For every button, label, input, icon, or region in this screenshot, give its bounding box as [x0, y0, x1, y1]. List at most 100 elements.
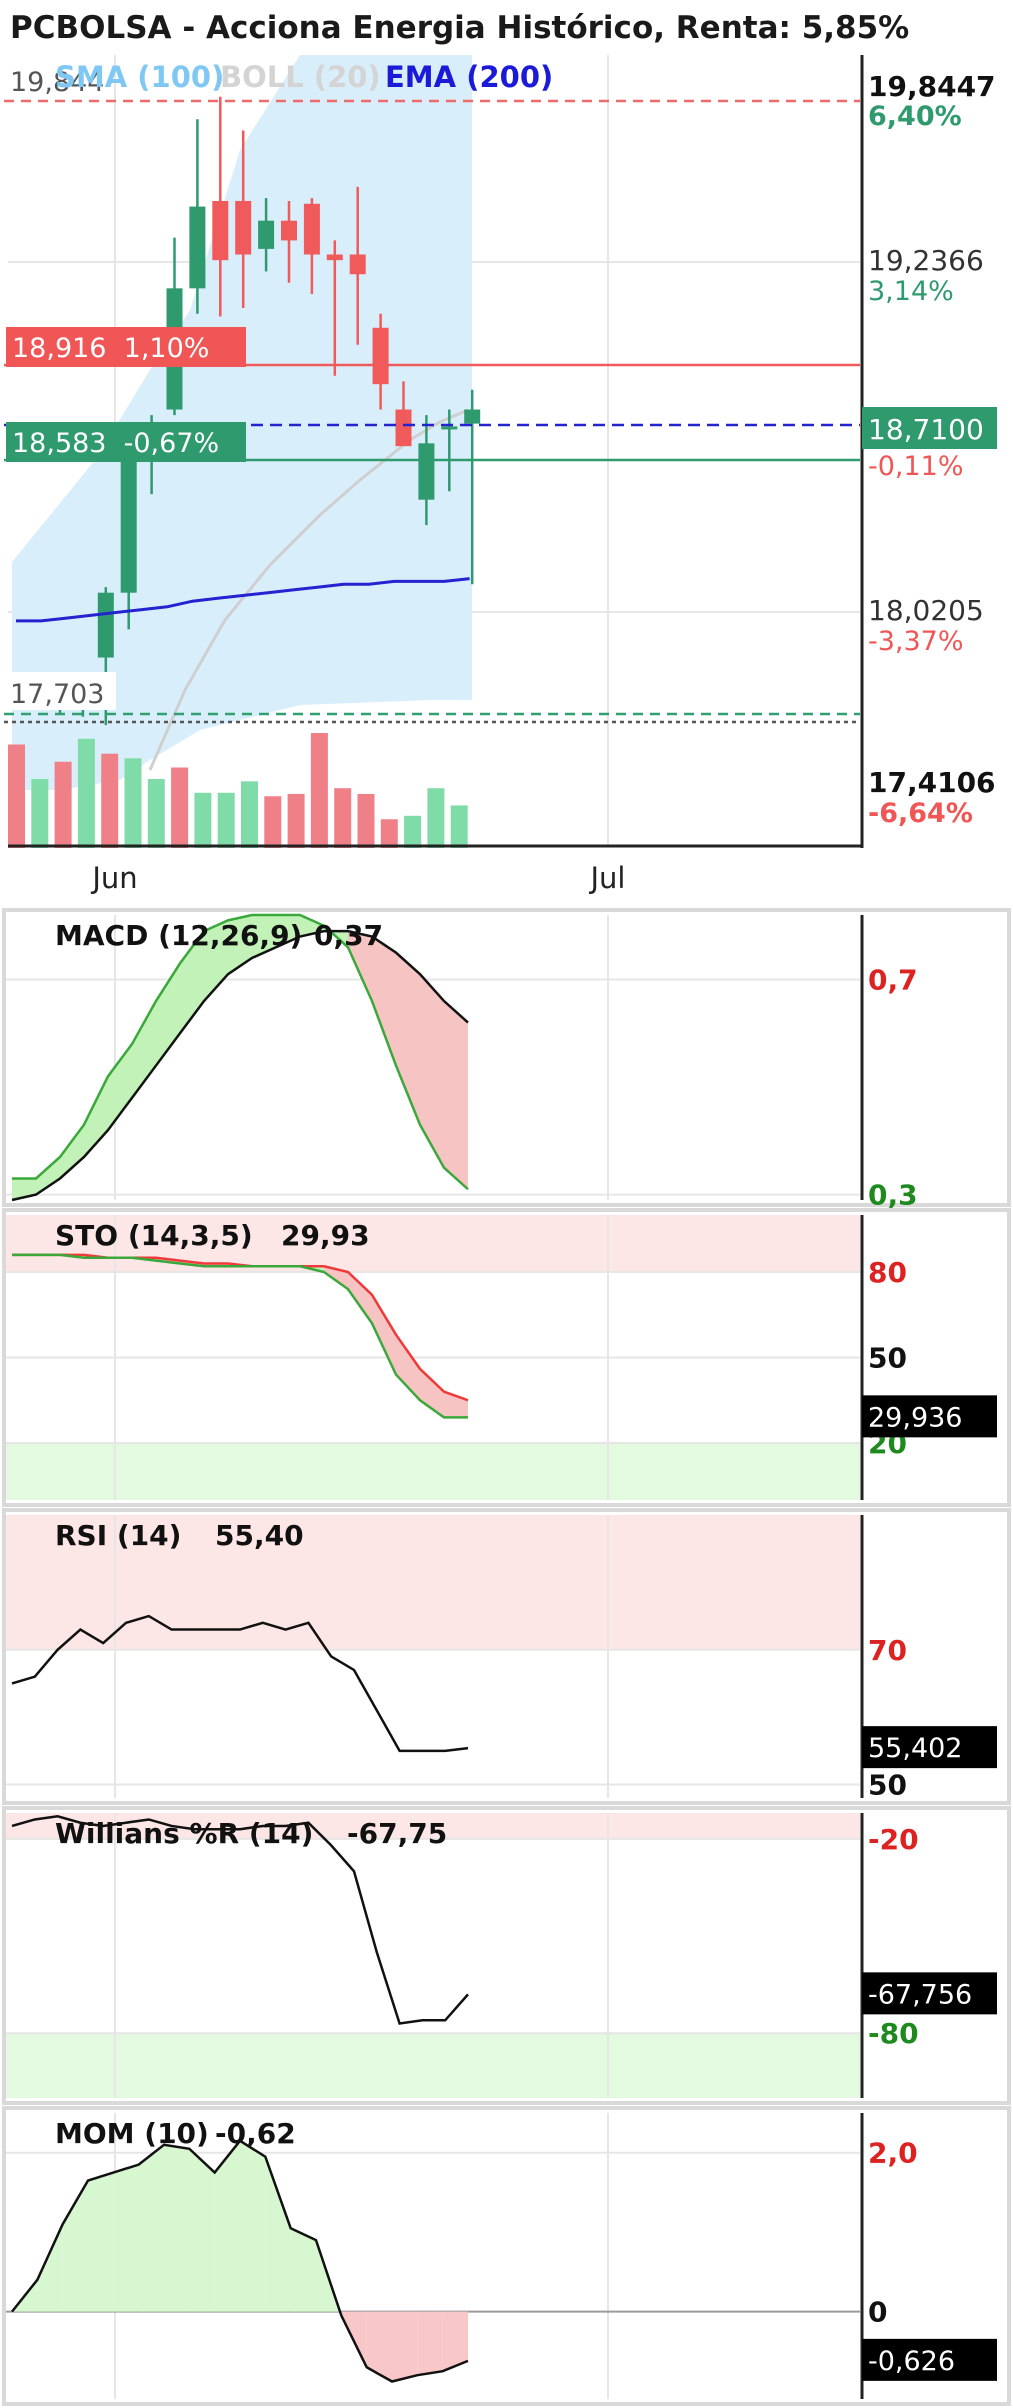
- fill-segment: [417, 2311, 443, 2376]
- candle-body: [441, 426, 458, 430]
- last-value-badge: [862, 1972, 997, 2015]
- bollinger-mid-line: [148, 408, 469, 771]
- oversold-zone: [6, 2033, 860, 2098]
- panel-value: 55,40: [215, 1519, 304, 1552]
- panel-wr: -20 -80 -67,756 Willians %R (14) -67,75: [2, 1806, 1011, 2105]
- fill-segment: [442, 2311, 468, 2372]
- last-value-badge: [862, 2338, 997, 2381]
- x-label-jun: Jun: [90, 861, 137, 895]
- panel-title: MOM (10): [55, 2117, 209, 2150]
- candle-body: [97, 592, 114, 658]
- candle-body: [120, 451, 137, 593]
- fill-segment: [420, 1368, 444, 1418]
- overbought-zone: [6, 1515, 860, 1650]
- volume-bar: [194, 792, 212, 848]
- y-tick-price-3: 17,4106: [868, 766, 996, 799]
- wr-line: [11, 1814, 469, 2025]
- volume-bar: [357, 793, 375, 848]
- fill-segment: [37, 2224, 63, 2312]
- fill-segment: [348, 931, 372, 1002]
- volume-bar: [147, 779, 165, 848]
- sto-k-line: [12, 1253, 468, 1419]
- candle-body: [258, 220, 275, 249]
- last-value-text: -67,756: [868, 1979, 972, 2010]
- volume-bar: [287, 793, 305, 848]
- volume-bar: [404, 815, 422, 848]
- candle-body: [372, 327, 389, 385]
- y-tick-pct-0: 6,40%: [868, 101, 962, 132]
- mom-line: [11, 2139, 469, 2383]
- fill-segment: [252, 915, 276, 959]
- fill-segment: [113, 2164, 139, 2312]
- min-price-label: 17,703: [10, 679, 104, 710]
- panel-mom: 2,0 0 -0,626 MOM (10) -0,62: [2, 2106, 1011, 2406]
- fill-segment: [214, 2140, 240, 2312]
- volume-bar: [54, 761, 72, 848]
- legend-sma: SMA (100): [55, 60, 224, 94]
- candle-body: [349, 254, 366, 275]
- price-panel: 18,916 1,10% 18,583 -0,67% 19,844 17,703…: [4, 55, 997, 895]
- y-tick-label: 80: [868, 1256, 907, 1289]
- volume-bars: [8, 733, 468, 848]
- panel-value: 29,93: [281, 1219, 370, 1252]
- candle-body: [189, 206, 206, 289]
- candle-body: [281, 220, 297, 241]
- support-label: 18,583 -0,67%: [12, 428, 219, 459]
- oversold-zone: [6, 1443, 860, 1500]
- signal-line: [11, 929, 469, 1202]
- y-tick-price-0: 19,8447: [868, 70, 996, 103]
- candle-body: [212, 200, 229, 261]
- panel-rsi: 70 50 55,402 RSI (14) 55,40: [2, 1508, 1011, 1805]
- panel-title: RSI (14): [55, 1519, 181, 1552]
- y-tick-pct-3: -6,64%: [868, 798, 973, 829]
- candle-body: [418, 443, 435, 500]
- volume-bar: [264, 796, 282, 848]
- volume-bar: [77, 738, 95, 848]
- fill-segment: [60, 1124, 84, 1179]
- last-price-pct: -0,11%: [868, 451, 964, 482]
- volume-bar: [171, 767, 189, 848]
- fill-segment: [372, 1294, 396, 1375]
- y-tick-label: 70: [868, 1634, 907, 1667]
- volume-bar: [217, 792, 235, 848]
- fill-segment: [36, 1156, 60, 1195]
- volume-bar: [310, 733, 328, 848]
- panel-value: 0,37: [314, 919, 383, 952]
- fill-segment: [396, 1334, 420, 1401]
- y-tick-label: -20: [868, 1823, 919, 1856]
- volume-bar: [241, 781, 258, 848]
- last-value-text: -0,626: [868, 2346, 955, 2377]
- fill-segment: [392, 2311, 418, 2382]
- panel-title: Willians %R (14): [55, 1817, 313, 1850]
- sto-d-line: [12, 1253, 469, 1402]
- fill-segment: [444, 1391, 468, 1418]
- y-tick-price-2: 18,0205: [868, 594, 984, 627]
- y-tick-label: 0,3: [868, 1179, 918, 1212]
- fill-segment: [366, 2311, 392, 2382]
- fill-segment: [108, 1044, 132, 1131]
- panel-frame: [2, 908, 1011, 1207]
- fill-segment: [138, 2144, 164, 2312]
- fill-segment: [62, 2180, 88, 2312]
- last-price-badge: 18,7100: [868, 413, 984, 446]
- candle-body: [235, 200, 252, 255]
- macd-line: [12, 913, 469, 1191]
- y-tick-pct-1: 3,14%: [868, 276, 954, 307]
- volume-bar: [31, 779, 49, 848]
- x-label-jul: Jul: [589, 861, 626, 895]
- max-price-label: 19,844: [10, 67, 104, 98]
- last-value-badge: [862, 1395, 997, 1438]
- fill-segment: [265, 2156, 291, 2312]
- y-tick-price-1: 19,2366: [868, 244, 984, 277]
- panel-title: MACD (12,26,9): [55, 919, 302, 952]
- fill-segment: [420, 974, 444, 1168]
- candle-body: [395, 409, 412, 447]
- fill-segment: [348, 1272, 372, 1324]
- fill-segment: [290, 2228, 316, 2312]
- fill-segment: [164, 2144, 190, 2312]
- fill-segment: [88, 2172, 114, 2312]
- y-tick-label: -80: [868, 2017, 919, 2050]
- panel-title: STO (14,3,5): [55, 1219, 253, 1252]
